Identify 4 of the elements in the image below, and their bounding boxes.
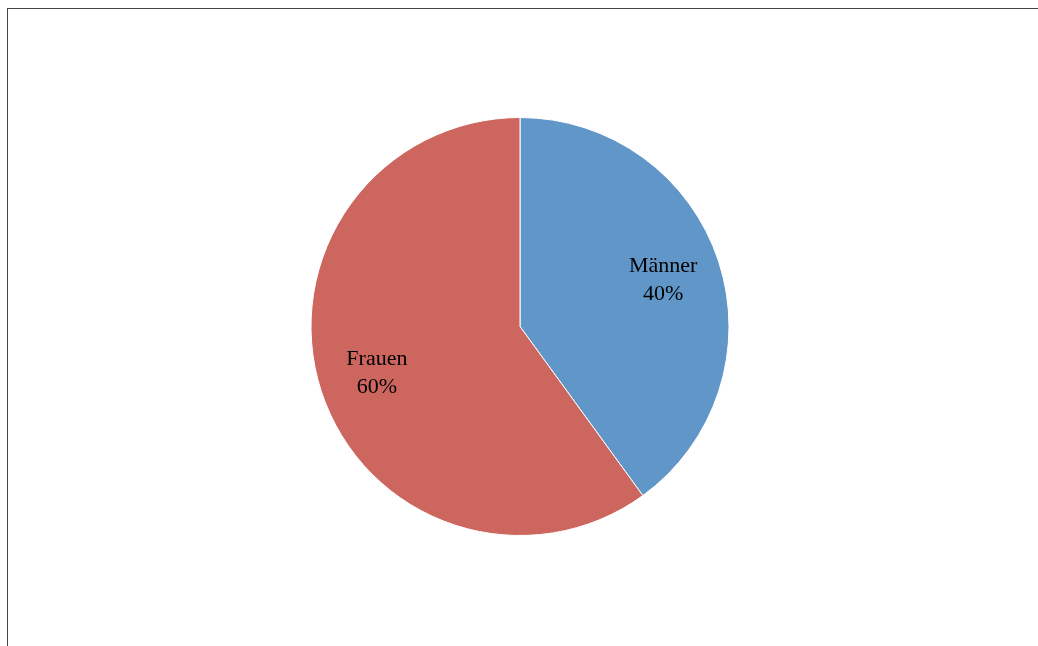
data-label: 40%: [642, 279, 684, 305]
data-label: 60%: [356, 372, 398, 398]
slice-label: Frauen: [346, 344, 408, 370]
slice-label: Männer: [628, 251, 698, 277]
